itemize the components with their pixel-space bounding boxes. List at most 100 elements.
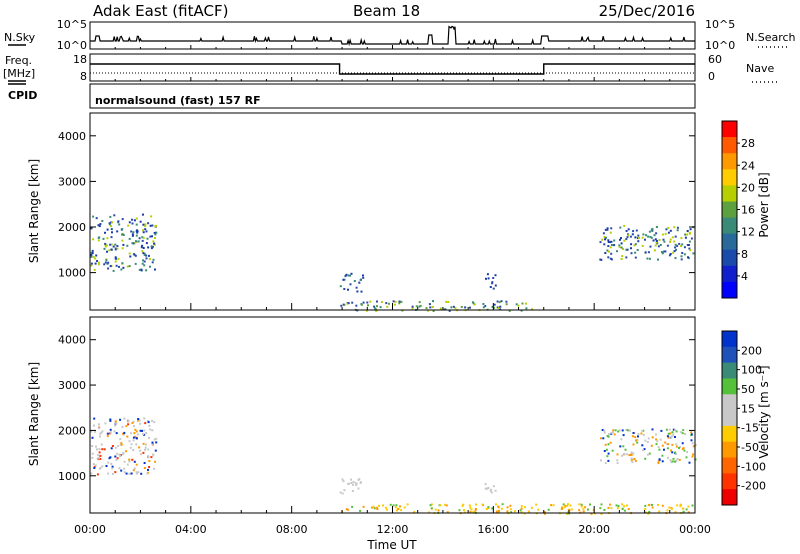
velocity-cell <box>475 503 477 506</box>
power-cell <box>360 290 363 293</box>
velocity-cell <box>630 451 633 454</box>
power-cell <box>102 237 105 240</box>
velocity-cell <box>655 438 658 441</box>
power-cell <box>683 253 686 256</box>
velocity-cell <box>127 420 130 423</box>
velocity-cell <box>93 424 95 427</box>
power-cell <box>671 236 674 239</box>
power-cell <box>650 228 653 231</box>
velocity-cell <box>154 460 157 463</box>
velocity-cell <box>657 462 660 465</box>
power-cell <box>97 239 100 242</box>
freq-left-label-1: Freq. <box>5 54 32 67</box>
velocity-cell <box>339 491 342 494</box>
velocity-cell <box>621 507 624 510</box>
velocity-cell <box>668 506 671 509</box>
power-cell <box>135 240 137 243</box>
velocity-cell <box>604 443 607 446</box>
x-tick-label: 08:00 <box>276 523 308 536</box>
power-cell <box>494 284 497 287</box>
power-cell <box>142 247 145 249</box>
power-cell <box>350 272 353 275</box>
power-cell <box>636 249 639 251</box>
velocity-cell <box>610 507 613 510</box>
power-cell <box>676 226 679 229</box>
velocity-cell <box>523 506 526 509</box>
velocity-cell <box>126 435 129 438</box>
power-cell <box>150 245 153 248</box>
power-cell <box>142 231 145 234</box>
noise-sky-line <box>90 25 695 47</box>
velocity-cell <box>543 511 546 514</box>
velocity-cell <box>566 512 569 515</box>
power-cell <box>619 226 622 229</box>
x-axis-label: Time UT <box>366 538 417 552</box>
velocity-cell <box>685 508 688 511</box>
velocity-cell <box>151 419 153 422</box>
velocity-cell <box>154 449 157 452</box>
power-cell <box>109 243 112 246</box>
velocity-cell <box>147 468 149 471</box>
velocity-cell <box>657 446 660 449</box>
velocity-cell <box>91 452 94 455</box>
power-cell <box>97 224 100 227</box>
power-colorbar-segment <box>722 169 737 186</box>
power-cell <box>154 225 157 228</box>
power-cell <box>620 258 623 260</box>
velocity-cell <box>666 509 669 512</box>
velocity-cell <box>535 503 538 506</box>
velocity-cell <box>139 429 142 432</box>
velocity-cell <box>564 504 567 507</box>
velocity-cell <box>543 512 546 515</box>
velocity-cell <box>676 458 679 460</box>
velocity-cell <box>669 432 672 435</box>
velocity-cell <box>148 436 151 439</box>
velocity-cell <box>627 508 630 511</box>
velocity-panel-frame <box>89 316 696 514</box>
velocity-cell <box>682 429 685 432</box>
power-x-ticks <box>89 303 696 310</box>
velocity-cell <box>143 417 146 420</box>
power-cell <box>680 245 682 248</box>
velocity-cell <box>489 489 492 492</box>
velocity-cell <box>430 503 433 506</box>
velocity-cell <box>622 445 625 448</box>
power-cell <box>618 244 621 247</box>
velocity-cell <box>147 420 150 422</box>
velocity-cell <box>691 455 694 458</box>
power-cell <box>376 300 378 303</box>
velocity-colorbar-tick-label: 200 <box>741 344 762 357</box>
power-cell <box>141 262 144 265</box>
velocity-cell <box>606 435 609 437</box>
power-cell <box>116 230 119 233</box>
power-cell <box>130 230 133 233</box>
power-cell <box>661 251 663 254</box>
velocity-cell <box>91 456 94 459</box>
power-cell <box>131 234 134 237</box>
velocity-cell <box>137 433 140 436</box>
velocity-cell <box>603 431 606 434</box>
velocity-cell <box>484 483 487 486</box>
velocity-cell <box>643 448 646 451</box>
velocity-cell <box>399 505 401 508</box>
velocity-cell <box>109 456 112 459</box>
velocity-cell <box>115 458 118 461</box>
velocity-cell <box>590 512 593 515</box>
power-cell <box>109 215 112 218</box>
power-cell <box>673 250 676 253</box>
velocity-cell <box>621 503 623 506</box>
power-cell <box>117 257 120 260</box>
velocity-cell <box>113 430 116 433</box>
velocity-cell <box>681 447 684 450</box>
power-cell <box>499 308 502 311</box>
power-cell <box>619 238 621 241</box>
velocity-cell <box>123 471 126 474</box>
beam-title: Beam 18 <box>353 2 420 20</box>
power-cell <box>687 244 690 246</box>
power-cell <box>634 251 637 254</box>
velocity-cell <box>647 512 650 515</box>
power-cell <box>602 232 605 235</box>
velocity-cell <box>683 449 686 452</box>
velocity-cell <box>580 503 583 506</box>
velocity-cell <box>461 504 464 507</box>
